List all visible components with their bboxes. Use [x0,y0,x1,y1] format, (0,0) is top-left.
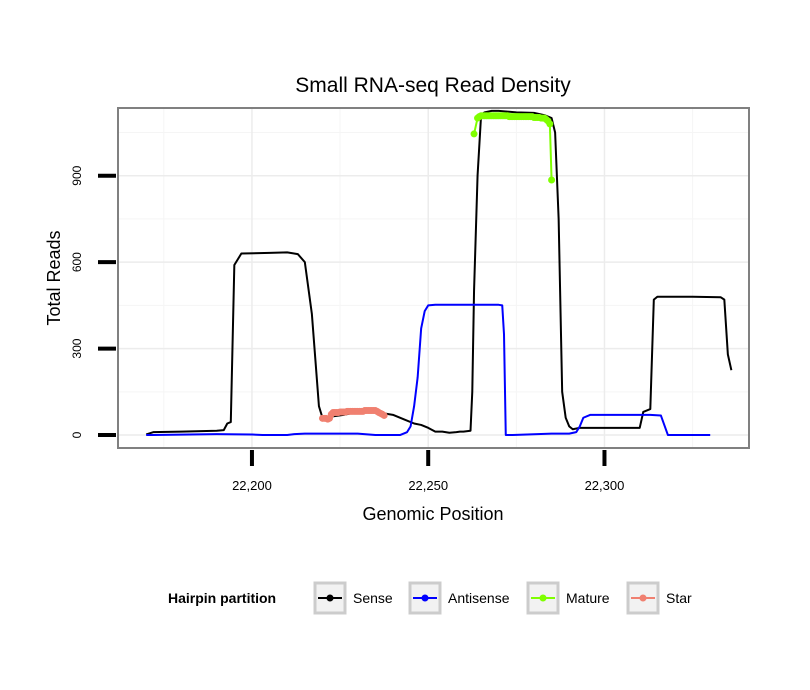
legend-label: Star [666,590,692,606]
x-tick-label: 22,300 [585,478,625,493]
legend-label: Mature [566,590,610,606]
legend-title: Hairpin partition [168,590,276,606]
series-layer [145,109,733,437]
data-point-mature [548,176,556,184]
x-axis: 22,200 22,250 22,300 [232,450,624,493]
series-star [318,407,388,423]
legend-item-sense: Sense [313,581,393,615]
data-point-mature [470,130,478,138]
legend-label: Sense [353,590,393,606]
x-tick-label: 22,250 [408,478,448,493]
y-tick-label: 900 [70,165,84,185]
y-axis-label: Total Reads [44,230,64,325]
y-tick-label: 300 [70,338,84,358]
legend-label: Antisense [448,590,510,606]
legend-key-marker [639,594,647,602]
x-tick-label: 22,200 [232,478,272,493]
legend: Hairpin partition Sense Antisense Mature St… [168,581,692,615]
series-line-sense [145,109,733,436]
plot-panel [118,108,749,448]
series-mature [470,112,556,184]
y-tick-label: 600 [70,252,84,272]
legend-item-mature: Mature [526,581,610,615]
data-point-mature [546,120,554,128]
y-tick-label: 0 [70,431,84,438]
data-point-star [380,411,388,419]
plot-border [117,107,750,449]
series-line-antisense [146,303,711,437]
series-antisense [146,303,711,437]
grid-lines [118,108,749,448]
legend-key-marker [326,594,334,602]
legend-item-antisense: Antisense [408,581,510,615]
legend-key-marker [539,594,547,602]
series-sense [145,109,733,436]
chart-title: Small RNA-seq Read Density [295,74,571,97]
legend-key-marker [421,594,429,602]
x-axis-label: Genomic Position [362,504,503,524]
legend-item-star: Star [626,581,692,615]
y-axis: 0 300 600 900 [70,165,116,438]
